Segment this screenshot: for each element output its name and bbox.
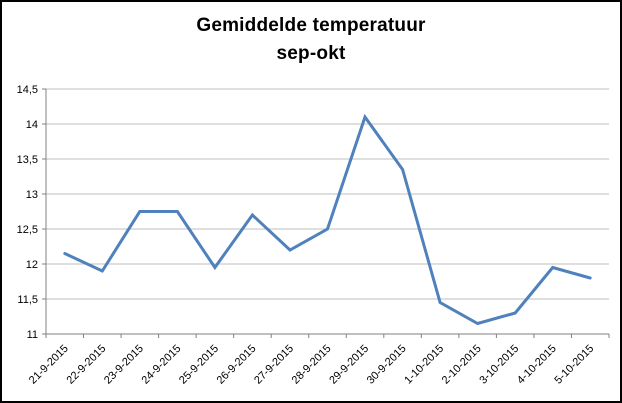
x-tick-label: 25-9-2015 xyxy=(177,343,221,387)
x-tick-label: 24-9-2015 xyxy=(140,343,184,387)
x-tick-label: 30-9-2015 xyxy=(365,343,409,387)
x-tick-label: 29-9-2015 xyxy=(327,343,371,387)
y-tick-label: 13 xyxy=(26,189,38,201)
temperature-series-line xyxy=(63,113,592,326)
chart-title-line2: sep-okt xyxy=(276,43,346,64)
x-tick-label: 26-9-2015 xyxy=(215,343,259,387)
x-tick-label: 28-9-2015 xyxy=(290,343,334,387)
x-tick-label: 21-9-2015 xyxy=(27,343,71,387)
chart-title-line1: Gemiddelde temperatuur xyxy=(196,15,426,36)
x-tick-label: 5-10-2015 xyxy=(552,343,596,387)
x-tick-label: 3-10-2015 xyxy=(477,343,521,387)
chart-title: Gemiddelde temperatuur sep-okt xyxy=(2,12,620,68)
x-tick-label: 23-9-2015 xyxy=(102,343,146,387)
y-tick-label: 12 xyxy=(26,259,38,271)
y-tick-label: 14 xyxy=(26,119,38,131)
y-tick-label: 11 xyxy=(27,329,38,341)
x-tick-label: 4-10-2015 xyxy=(515,343,559,387)
y-tick-label: 11,5 xyxy=(17,294,38,306)
x-tick-label: 27-9-2015 xyxy=(252,343,296,387)
y-tick-label: 12,5 xyxy=(17,224,38,236)
x-tick-label: 2-10-2015 xyxy=(440,343,484,387)
x-tick-label: 1-10-2015 xyxy=(402,343,446,387)
y-tick-label: 14,5 xyxy=(17,84,38,96)
x-tick-label: 22-9-2015 xyxy=(64,343,108,387)
y-tick-label: 13,5 xyxy=(17,154,38,166)
